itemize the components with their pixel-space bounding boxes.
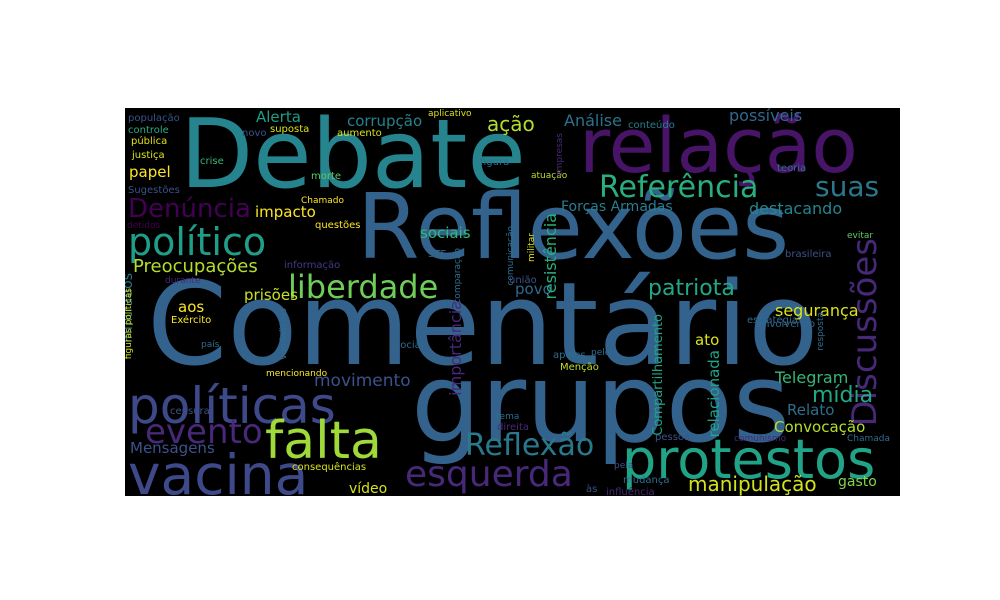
- word-29: Alerta: [256, 108, 301, 126]
- word-94: vandalismo: [279, 308, 290, 360]
- word-8: falta: [265, 411, 382, 471]
- word-46: relacionada: [705, 350, 724, 438]
- word-54: população: [128, 113, 180, 124]
- word-31: impacto: [255, 203, 316, 221]
- word-41: Convocação: [774, 418, 866, 436]
- word-74: Exército: [171, 315, 212, 326]
- word-18: manipulação: [688, 472, 817, 496]
- word-79: social: [395, 340, 424, 351]
- word-53: aplicativo: [428, 109, 472, 119]
- word-95: comparação: [453, 248, 464, 304]
- word-56: pública: [131, 136, 168, 147]
- word-65: questões: [315, 220, 361, 231]
- word-63: atuação: [531, 171, 568, 181]
- word-26: Análise: [564, 111, 622, 130]
- word-3: Debate: [180, 108, 526, 210]
- word-70: STF: [428, 249, 447, 260]
- word-35: povo: [515, 280, 552, 298]
- word-36: prisões: [244, 286, 298, 304]
- word-37: aos: [178, 298, 205, 316]
- word-6: políticas: [128, 377, 336, 435]
- word-51: aumento: [337, 128, 382, 139]
- word-33: Forças Armadas: [561, 199, 673, 215]
- word-86: comunismo: [734, 434, 787, 444]
- word-43: gasto: [838, 474, 877, 490]
- word-81: mencionando: [266, 369, 328, 379]
- word-99: resposta: [816, 312, 827, 351]
- word-39: ato: [695, 331, 720, 349]
- word-87: Chamada: [847, 434, 891, 444]
- word-64: Chamado: [301, 196, 345, 206]
- word-42: vídeo: [349, 481, 388, 496]
- word-24: Mensagens: [130, 439, 215, 457]
- word-10: esquerda: [405, 454, 573, 495]
- word-9: político: [128, 220, 267, 264]
- word-83: tema: [496, 412, 520, 422]
- word-61: Sugestões: [128, 185, 180, 196]
- word-48: Compartilhamento: [650, 314, 666, 436]
- word-23: ação: [487, 112, 535, 136]
- word-71: durante: [165, 276, 201, 286]
- word-28: destacando: [749, 199, 843, 218]
- word-15: Reflexão: [465, 428, 595, 463]
- word-90: mudança: [623, 475, 670, 486]
- word-45: importância: [446, 300, 466, 396]
- word-92: às: [586, 484, 598, 495]
- word-cloud: Comentário Reflexões grupos Debate relação pr…: [125, 108, 900, 496]
- word-76: apelos: [553, 350, 586, 361]
- word-98: empresas: [555, 133, 566, 177]
- word-75: estratégia: [747, 315, 798, 326]
- word-97: militar: [527, 233, 538, 263]
- word-84: direita: [497, 422, 529, 433]
- word-72: união: [509, 275, 537, 286]
- word-82: censura: [170, 406, 210, 417]
- word-32: papel: [129, 163, 171, 181]
- word-34: sociais: [420, 224, 471, 242]
- word-0: Comentário: [147, 258, 819, 392]
- word-93: figuras políticas: [125, 288, 135, 360]
- word-4: relação: [579, 108, 858, 190]
- word-7: vacina: [128, 443, 309, 497]
- word-52: conteúdo: [628, 120, 675, 131]
- word-25: Telegram: [775, 368, 849, 387]
- word-96: comunicação: [506, 226, 517, 286]
- word-62: morte: [311, 171, 342, 182]
- word-27: possíveis: [729, 108, 803, 125]
- word-2: grupos: [411, 339, 791, 467]
- word-91: influência: [606, 487, 655, 497]
- word-5: protestos: [622, 428, 876, 491]
- word-49: novo: [242, 128, 267, 139]
- word-50: suposta: [270, 124, 310, 135]
- word-73: envolvendo: [757, 319, 816, 330]
- word-66: detidos: [127, 221, 161, 231]
- word-20: patriota: [648, 276, 735, 301]
- word-1: Reflexões: [357, 175, 790, 280]
- word-40: Relato: [787, 401, 835, 419]
- word-78: país: [201, 340, 220, 350]
- word-17: suas: [815, 170, 880, 203]
- word-38: segurança: [775, 301, 859, 320]
- word-16: Denúncia: [128, 194, 251, 224]
- word-77: Menção: [560, 362, 599, 373]
- word-88: consequências: [292, 462, 367, 473]
- word-14: liberdade: [288, 268, 439, 306]
- word-55: controle: [128, 125, 169, 136]
- word-58: crise: [200, 156, 224, 167]
- word-68: evitar: [847, 231, 874, 241]
- word-19: mídia: [812, 383, 874, 408]
- word-57: justiça: [132, 150, 165, 161]
- word-21: Preocupações: [133, 256, 258, 277]
- word-80: pelo: [591, 348, 611, 358]
- word-30: corrupção: [347, 112, 423, 130]
- word-11: evento: [145, 412, 263, 452]
- word-13: Referência: [599, 170, 759, 205]
- word-85: pessoa: [655, 432, 691, 443]
- word-67: informação: [284, 260, 341, 271]
- word-22: movimento: [314, 371, 411, 391]
- word-60: teoria: [777, 163, 807, 174]
- word-89: pela: [614, 461, 634, 471]
- word-44: resistência: [541, 213, 561, 300]
- word-69: brasileira: [785, 249, 832, 260]
- word-59: figura: [480, 157, 510, 168]
